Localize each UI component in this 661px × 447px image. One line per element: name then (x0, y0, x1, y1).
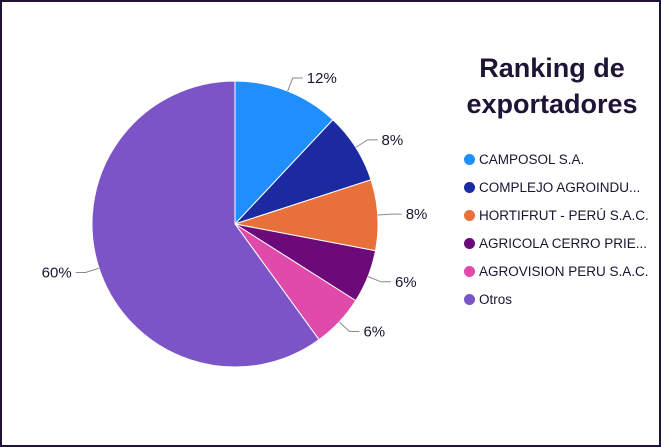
leader-line (367, 276, 391, 283)
legend-label: CAMPOSOL S.A. (479, 151, 585, 167)
legend-label: COMPLEJO AGROINDU... (479, 179, 641, 195)
legend-item[interactable]: COMPLEJO AGROINDU... (464, 173, 658, 201)
legend-item[interactable]: CAMPOSOL S.A. (464, 145, 658, 173)
slice-value-label: 6% (395, 274, 417, 291)
slice-value-label: 12% (307, 70, 337, 87)
legend-item[interactable]: HORTIFRUT - PERÚ S.A.C. (464, 201, 658, 229)
legend-swatch (464, 237, 475, 249)
legend-item[interactable]: Otros (464, 285, 658, 313)
pie-slice[interactable] (91, 80, 320, 368)
legend-swatch (464, 293, 475, 305)
pie-slice[interactable] (234, 80, 334, 226)
legend-swatch (464, 153, 475, 165)
slice-value-label: 60% (42, 265, 72, 282)
leader-line (75, 267, 100, 274)
legend-label: Otros (479, 291, 513, 307)
leader-line (377, 213, 402, 216)
pie-leader-lines (75, 77, 402, 332)
legend-label: AGROVISION PERU S.A.C. (479, 263, 649, 279)
legend-label: HORTIFRUT - PERÚ S.A.C. (479, 207, 649, 223)
slice-value-label: 8% (406, 206, 428, 223)
leader-line (287, 77, 303, 92)
legend-swatch (464, 181, 475, 193)
legend-swatch (464, 265, 475, 277)
slice-value-label: 8% (382, 132, 404, 149)
slice-value-label: 6% (363, 323, 385, 340)
pie-slices (91, 80, 379, 368)
legend-item[interactable]: AGROVISION PERU S.A.C. (464, 257, 658, 285)
legend-item[interactable]: AGRICOLA CERRO PRIE... (464, 229, 658, 257)
legend-label: AGRICOLA CERRO PRIE... (479, 235, 648, 251)
leader-line (338, 321, 360, 332)
legend-swatch (464, 209, 475, 221)
legend: CAMPOSOL S.A. COMPLEJO AGROINDU... HORTIFR… (464, 145, 658, 313)
pie-value-labels: 12% 8% 8% 6% 6% 60% (42, 70, 428, 340)
leader-line (355, 139, 378, 148)
legend-title: Ranking de exportadores (466, 53, 638, 119)
